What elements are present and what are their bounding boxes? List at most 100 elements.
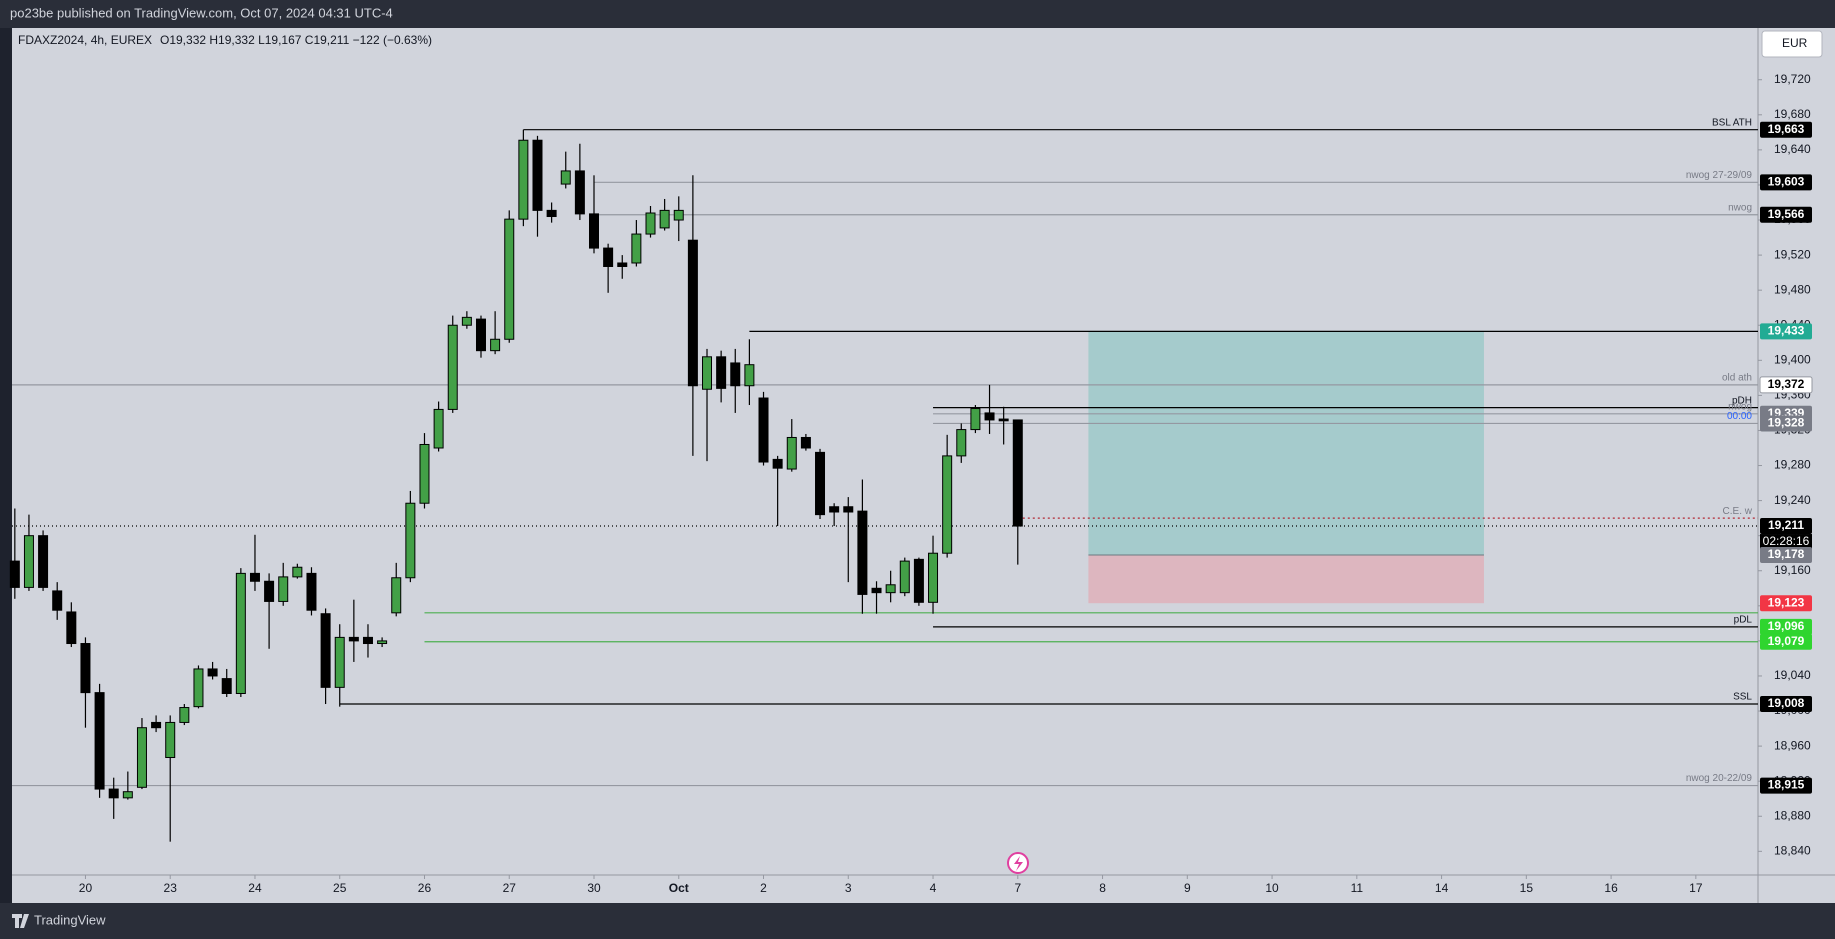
x-tick-label: 20 bbox=[79, 881, 93, 895]
x-tick-label: 30 bbox=[587, 881, 601, 895]
price-box bbox=[1760, 518, 1812, 535]
x-tick-label: 14 bbox=[1435, 881, 1449, 895]
countdown-box bbox=[1760, 534, 1812, 551]
candle-up bbox=[490, 338, 501, 352]
price-label: 19,178 bbox=[1768, 547, 1805, 561]
price-label: 19,663 bbox=[1768, 122, 1805, 136]
candle-up bbox=[419, 443, 430, 504]
candle-up bbox=[377, 640, 388, 645]
x-tick-label: 9 bbox=[1184, 881, 1191, 895]
candle-down bbox=[532, 139, 543, 211]
x-tick-label: 15 bbox=[1520, 881, 1534, 895]
candle-up bbox=[122, 791, 133, 799]
candle-down bbox=[38, 535, 49, 588]
candle-up bbox=[447, 324, 458, 410]
price-box bbox=[1759, 376, 1813, 394]
y-tick-label: 19,720 bbox=[1774, 72, 1811, 86]
candle-down bbox=[348, 636, 359, 642]
y-tick-label: 19,680 bbox=[1774, 107, 1811, 121]
x-tick-label: 27 bbox=[503, 881, 517, 895]
position-target bbox=[1088, 331, 1484, 555]
y-tick-label: 18,960 bbox=[1774, 738, 1811, 752]
candle-up bbox=[23, 535, 34, 588]
price-label: 19,079 bbox=[1768, 634, 1805, 648]
price-label: 19,008 bbox=[1768, 696, 1805, 710]
y-tick-label: 19,040 bbox=[1774, 668, 1811, 682]
candle-down bbox=[306, 572, 317, 611]
candle-up bbox=[518, 139, 529, 220]
y-tick-label: 19,480 bbox=[1774, 282, 1811, 296]
price-box bbox=[1760, 206, 1812, 223]
candle-up bbox=[433, 408, 444, 449]
candle-up bbox=[278, 576, 289, 602]
brand: TradingView bbox=[34, 912, 106, 927]
candle-down bbox=[843, 506, 854, 513]
y-tick-label: 18,880 bbox=[1774, 808, 1811, 822]
candle-up bbox=[193, 668, 204, 708]
x-tick-label: 26 bbox=[418, 881, 432, 895]
price-label: 19,328 bbox=[1768, 416, 1805, 430]
x-tick-label: 23 bbox=[164, 881, 178, 895]
candle-up bbox=[504, 218, 515, 340]
candle-up bbox=[391, 577, 402, 614]
candle-down bbox=[687, 239, 698, 387]
x-tick-label: 2 bbox=[760, 881, 767, 895]
level-text: nwog bbox=[1728, 401, 1752, 412]
candle-down bbox=[800, 436, 811, 449]
y-tick-label: 19,400 bbox=[1774, 352, 1811, 366]
level-text: 00:00 bbox=[1727, 411, 1752, 422]
price-box bbox=[1760, 121, 1812, 138]
candle-down bbox=[207, 668, 218, 677]
candle-up bbox=[631, 233, 642, 264]
x-tick-label: 3 bbox=[845, 881, 852, 895]
candle-up bbox=[334, 636, 345, 688]
x-tick-label: 4 bbox=[930, 881, 937, 895]
candle-up bbox=[659, 209, 670, 229]
candle-up bbox=[165, 721, 176, 759]
candle-down bbox=[758, 397, 769, 463]
level-text: pDL bbox=[1734, 615, 1753, 626]
y-tick-label: 19,520 bbox=[1774, 247, 1811, 261]
price-label: 18,915 bbox=[1768, 778, 1805, 792]
candle-up bbox=[942, 455, 953, 554]
x-tick-label: 8 bbox=[1099, 881, 1106, 895]
candle-up bbox=[970, 408, 981, 431]
candle-up bbox=[702, 356, 713, 390]
candle-up bbox=[673, 209, 684, 221]
y-tick-label: 19,240 bbox=[1774, 493, 1811, 507]
price-box bbox=[1760, 174, 1812, 191]
countdown: 02:28:16 bbox=[1763, 534, 1810, 548]
level-text: SSL bbox=[1733, 692, 1752, 703]
currency[interactable]: EUR bbox=[1782, 36, 1808, 50]
candle-down bbox=[249, 572, 260, 582]
y-tick-label: 18,840 bbox=[1774, 843, 1811, 857]
x-tick-label: 17 bbox=[1689, 881, 1703, 895]
candle-down bbox=[546, 209, 557, 218]
candle-up bbox=[885, 584, 896, 594]
candle-up bbox=[899, 560, 910, 594]
ohlc: O19,332 H19,332 L19,167 C19,211 −122 (−0… bbox=[160, 33, 432, 47]
price-box bbox=[1760, 696, 1812, 713]
candle-down bbox=[221, 678, 232, 694]
candle-down bbox=[589, 213, 599, 249]
candle-down bbox=[617, 262, 628, 267]
candle-up bbox=[461, 316, 472, 326]
candle-up bbox=[136, 727, 147, 788]
currency-button[interactable] bbox=[1761, 30, 1823, 58]
footer bbox=[0, 903, 1835, 939]
candle-down bbox=[264, 580, 275, 602]
candle-down bbox=[320, 613, 331, 688]
candle-down bbox=[108, 788, 119, 799]
candle-down bbox=[984, 412, 995, 421]
candle-down bbox=[998, 418, 1009, 422]
level-text: nwog 20-22/09 bbox=[1686, 773, 1753, 784]
candle-down bbox=[815, 451, 826, 516]
x-tick-label: 24 bbox=[248, 881, 262, 895]
candle-down bbox=[1012, 419, 1023, 527]
candle-down bbox=[574, 170, 585, 215]
candle-up bbox=[292, 566, 303, 578]
top-bar bbox=[0, 0, 1835, 28]
price-box bbox=[1760, 415, 1812, 432]
candle-up bbox=[786, 436, 797, 470]
